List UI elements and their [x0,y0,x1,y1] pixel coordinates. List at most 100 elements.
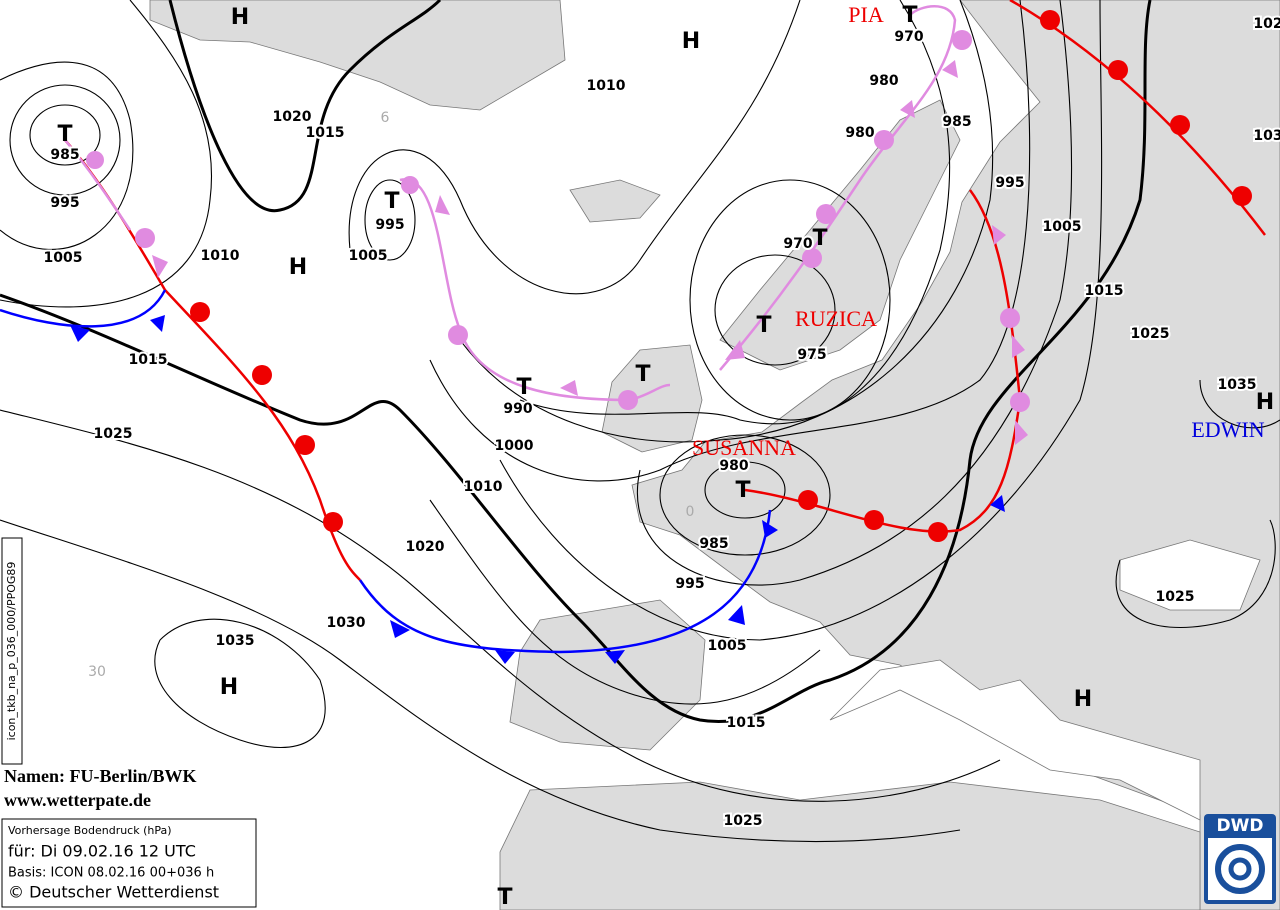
isobar [459,0,994,443]
logo-swirl [1215,844,1265,894]
africa [499,781,1201,910]
occluded-front-symbols [86,30,1030,445]
isobar [519,0,951,425]
isobar-label: 1000 [495,438,534,454]
isobar-label: 1015 [129,352,168,368]
isobar [0,409,1001,802]
storm-name: SUSANNA [692,435,796,460]
high-marker: H [220,675,238,700]
isobar-label: 980 [869,73,898,89]
low-marker: T [812,226,827,251]
isobar [0,61,134,250]
isobar [154,618,326,748]
isobar-label: 1025 [1131,326,1170,342]
land [149,0,1280,910]
isobar-label: 1005 [1043,219,1082,235]
isobar-label: 995 [995,175,1024,191]
isobar [0,519,961,843]
isobar-label: 990 [503,401,532,417]
black-sea [1119,539,1261,611]
high-marker: H [289,255,307,280]
fronts [0,0,1266,664]
storm-name: RUZICA [795,306,877,331]
isobar-label: 1030 [327,615,366,631]
isobar-label: 985 [942,114,971,130]
isobar-label: 985 [50,147,79,163]
legend-copyright: © Deutscher Wetterdienst [8,883,219,902]
scandinavia-west [719,99,961,371]
isobar-label: 1025 [1156,589,1195,605]
isobar-label: 1005 [349,248,388,264]
low-marker: T [384,189,399,214]
isobar [0,0,213,308]
isobar [704,461,786,519]
legend-valid: für: Di 09.02.16 12 UTC [8,842,196,861]
mediterranean [829,659,1201,821]
low-marker: T [57,122,72,147]
isobar-thick [0,0,1152,723]
storm-name: PIA [848,2,884,27]
isobar [429,0,1031,482]
sidebar-text: icon_tkb_na_p_036_000/PPOG89 [5,562,18,741]
isobar-label: 995 [50,195,79,211]
isobar-label: 970 [783,236,812,252]
isobar-label: 1015 [306,125,345,141]
isobar-label: 1020 [406,539,445,555]
isobar [29,104,101,166]
warm-front [744,189,1022,533]
warm-front-symbols [190,10,1252,542]
cold-front [0,289,167,328]
isobar-thick [168,0,442,213]
isobar-label: 102 [1253,16,1280,32]
isobar-label: 1035 [1218,377,1257,393]
isobar-label: 1025 [94,426,133,442]
credit: www.wetterpate.de [4,790,151,810]
isobar-label: 985 [699,536,728,552]
isobar-label: 970 [894,29,923,45]
isobar [1115,519,1276,629]
greenland [149,0,566,111]
isobar [348,0,801,295]
cold-front [358,509,772,654]
legend-box [1,818,257,908]
isobar [429,499,821,705]
isobar [364,179,416,261]
occluded-front [64,139,132,231]
low-marker: T [516,375,531,400]
isobar-label: 975 [797,347,826,363]
high-marker: H [1074,687,1092,712]
isobar [9,84,121,196]
isobar [689,179,891,421]
high-marker: H [1256,390,1274,415]
low-marker: T [497,885,512,910]
isobar-label: 995 [375,217,404,233]
britain [601,344,703,453]
isobar-label: 1010 [201,248,240,264]
legend-basis: Basis: ICON 08.02.16 00+036 h [8,866,214,881]
occluded-front [719,5,957,371]
low-marker: T [902,3,917,28]
isobar [637,0,1073,586]
low-marker: T [756,313,771,338]
iceland [569,179,661,223]
grid-label: 30 [88,664,106,680]
iberia [509,599,706,751]
isobars [0,0,1280,843]
occluded-front [399,178,671,402]
grid-label: 0 [686,504,695,520]
sidebar-box [1,537,23,765]
isobar-label: 1035 [216,633,255,649]
isobar-label: 1015 [1085,283,1124,299]
credits-bg [0,766,272,816]
isobar-label: 1015 [727,715,766,731]
high-marker: H [682,29,700,54]
isobar-label: 1005 [44,250,83,266]
isobar [499,0,1103,641]
high-marker: H [231,5,249,30]
isobar-label: 980 [719,458,748,474]
isobar-label: 995 [675,576,704,592]
isobar [1199,379,1280,429]
logo-text: DWD [1217,816,1264,836]
